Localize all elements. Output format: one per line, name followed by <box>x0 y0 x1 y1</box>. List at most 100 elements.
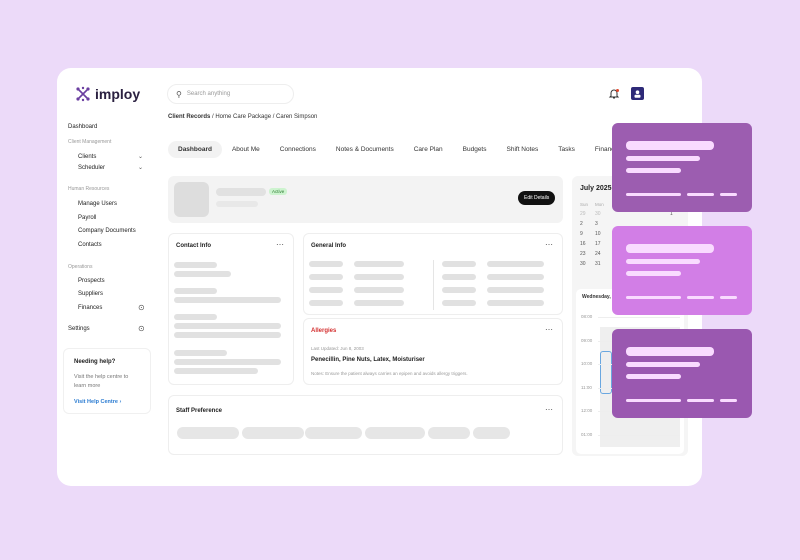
calendar-date[interactable]: 24 <box>595 251 601 257</box>
calendar-date[interactable]: 3 <box>595 221 598 227</box>
skeleton <box>309 300 343 306</box>
calendar-month: July 2025 <box>580 185 612 192</box>
expand-circle-icon[interactable]: ⊙ <box>138 303 145 312</box>
last-updated: Last Updated: Jun 8, 2003 <box>311 346 364 351</box>
skeleton <box>473 427 510 439</box>
card-bar <box>626 193 681 196</box>
calendar-grid: Sun Mon 29 30 1 2 3 9 10 16 17 23 24 30 31 <box>580 202 685 267</box>
chevron-right-icon: › <box>119 398 122 405</box>
tab-notes-documents[interactable]: Notes & Documents <box>335 146 394 153</box>
calendar-date[interactable]: 16 <box>580 241 586 247</box>
sidebar-item-dashboard[interactable]: Dashboard <box>68 124 98 130</box>
calendar-date[interactable]: 2 <box>580 221 583 227</box>
search-input[interactable]: ⚲ Search anything <box>167 84 294 104</box>
calendar-date[interactable]: 29 <box>580 211 586 217</box>
tab-care-plan[interactable]: Care Plan <box>413 146 443 153</box>
expand-circle-icon[interactable]: ⊙ <box>138 324 145 333</box>
tab-financials[interactable]: Financials <box>594 146 625 153</box>
card-title: Contact Info <box>176 243 211 249</box>
card-bar <box>687 399 714 402</box>
event-block[interactable] <box>600 351 612 394</box>
more-icon[interactable]: ⋯ <box>545 325 553 334</box>
card-bar <box>626 362 700 367</box>
calendar-date[interactable]: 31 <box>595 261 601 267</box>
card-bar <box>687 193 714 196</box>
allergy-list: Penecillin, Pine Nuts, Latex, Moisturise… <box>311 357 425 363</box>
tab-tasks[interactable]: Tasks <box>558 146 575 153</box>
card-bar <box>626 271 681 276</box>
sidebar-item-company-documents[interactable]: Company Documents <box>78 228 136 234</box>
weekday-label: Sun <box>580 202 589 207</box>
edit-details-button[interactable]: Edit Details <box>518 191 556 205</box>
skeleton <box>174 288 217 294</box>
sidebar-item-manage-users[interactable]: Manage Users <box>78 201 118 207</box>
avatar[interactable] <box>631 87 644 100</box>
floating-card <box>612 123 752 212</box>
skeleton <box>442 287 476 293</box>
bell-icon[interactable] <box>608 88 620 100</box>
sidebar-item-contacts[interactable]: Contacts <box>78 242 102 248</box>
skeleton <box>174 332 281 338</box>
card-bar <box>720 399 737 402</box>
tab-connections[interactable]: Connections <box>279 146 316 153</box>
card-bar <box>626 259 700 264</box>
more-icon[interactable]: ⋯ <box>545 405 553 414</box>
breadcrumb-root[interactable]: Client Records <box>168 114 211 120</box>
time-gridline <box>598 317 680 318</box>
calendar-date[interactable]: 30 <box>595 211 601 217</box>
section-operations: Operations <box>68 264 93 270</box>
name-placeholder <box>216 188 266 196</box>
tab-budgets[interactable]: Budgets <box>462 146 487 153</box>
logo-icon <box>76 86 90 102</box>
sidebar-item-suppliers[interactable]: Suppliers <box>78 291 104 297</box>
sidebar-item-clients[interactable]: Clients <box>78 154 97 160</box>
card-bar <box>626 399 681 402</box>
skeleton <box>365 427 425 439</box>
sidebar-item-payroll[interactable]: Payroll <box>78 215 97 221</box>
more-icon[interactable]: ⋯ <box>276 240 284 249</box>
card-title: General Info <box>311 243 347 249</box>
more-icon[interactable]: ⋯ <box>545 240 553 249</box>
visit-help-centre-link[interactable]: Visit Help Centre › <box>74 399 140 405</box>
sidebar-item-scheduler[interactable]: Scheduler <box>78 165 106 171</box>
chevron-down-icon[interactable]: ⌄ <box>138 165 144 171</box>
skeleton <box>309 287 343 293</box>
subtitle-placeholder <box>216 201 258 207</box>
card-bar <box>626 347 714 356</box>
calendar-date[interactable]: 10 <box>595 231 601 237</box>
calendar-date[interactable]: 23 <box>580 251 586 257</box>
tab-shift-notes[interactable]: Shift Notes <box>506 146 539 153</box>
skeleton <box>174 262 217 268</box>
app-window: imploy ⚲ Search anything Client Records … <box>57 68 702 486</box>
chevron-down-icon[interactable]: ⌄ <box>138 154 144 160</box>
tab-about-me[interactable]: About Me <box>231 146 260 153</box>
logo[interactable]: imploy <box>75 86 140 102</box>
time-slot-label: 10:00 <box>581 361 593 366</box>
skeleton <box>354 287 404 293</box>
calendar-date[interactable]: 1 <box>670 211 673 217</box>
allergies-card: Allergies ⋯ Last Updated: Jun 8, 2003 Pe… <box>303 318 563 385</box>
weekday-label: Mon <box>595 202 604 207</box>
help-link-label: Visit Help Centre <box>74 398 118 405</box>
skeleton <box>487 300 544 306</box>
calendar-date[interactable]: 9 <box>580 231 583 237</box>
floating-card <box>612 329 752 418</box>
card-bar <box>626 168 681 173</box>
card-bar <box>626 244 714 253</box>
profile-header: Active Edit Details <box>168 176 563 223</box>
calendar-date[interactable]: 30 <box>580 261 586 267</box>
staff-preference-card: Staff Preference ⋯ <box>168 395 563 455</box>
sidebar-item-prospects[interactable]: Prospects <box>78 278 105 284</box>
skeleton <box>174 271 231 277</box>
time-slot-label: 11:00 <box>581 384 592 390</box>
card-title: Staff Preference <box>176 408 223 414</box>
skeleton <box>174 368 258 374</box>
tab-dashboard[interactable]: Dashboard <box>168 141 222 158</box>
sidebar-item-settings[interactable]: Settings <box>68 326 90 332</box>
sidebar-item-finances[interactable]: Finances <box>78 305 103 311</box>
calendar-date[interactable]: 17 <box>595 241 601 247</box>
skeleton <box>487 287 544 293</box>
help-description: Visit the help centre to learn more <box>74 374 129 389</box>
skeleton <box>174 297 281 303</box>
skeleton <box>354 274 404 280</box>
